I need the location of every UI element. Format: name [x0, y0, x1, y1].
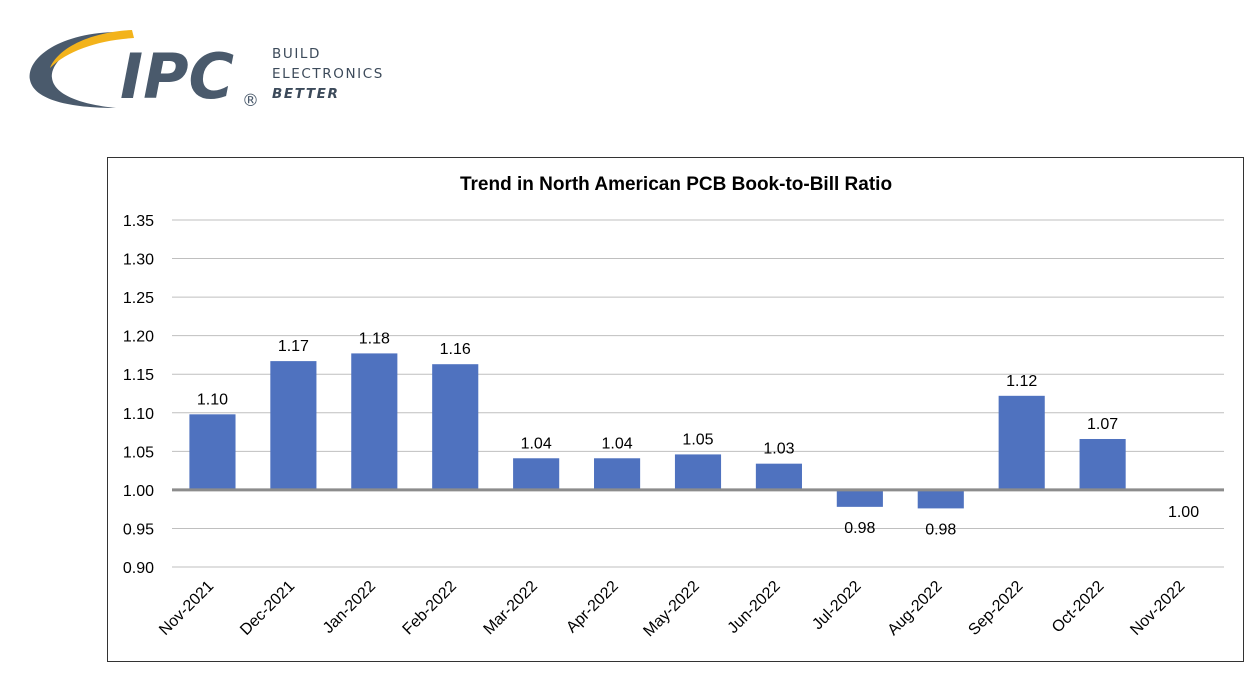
bar-dec-2021 — [270, 361, 317, 490]
data-label: 1.18 — [359, 330, 390, 347]
bar-chart: Trend in North American PCB Book-to-Bill… — [123, 174, 1224, 640]
bar-aug-2022 — [917, 489, 964, 509]
data-label: 1.00 — [1168, 504, 1199, 521]
x-tick-label: Apr-2022 — [563, 578, 622, 637]
tagline-line-1: BUILD — [272, 46, 322, 62]
bar-jan-2022 — [351, 353, 398, 490]
logo-swoosh-navy — [29, 32, 120, 108]
logo-wordmark: IPC — [120, 40, 234, 113]
data-label: 0.98 — [844, 520, 875, 537]
x-tick-label: Jan-2022 — [320, 578, 379, 637]
y-axis: 0.90 0.95 1.00 1.05 1.10 1.15 1.20 1.25 1.30 1.35 — [123, 213, 154, 577]
y-tick-label: 1.05 — [123, 444, 154, 461]
bar-sep-2022 — [998, 395, 1045, 490]
data-label: 1.12 — [1006, 373, 1037, 390]
gridlines — [172, 219, 1224, 568]
tagline-line-2: ELECTRONICS — [272, 66, 384, 82]
bar-jul-2022 — [836, 489, 883, 507]
y-tick-label: 1.15 — [123, 367, 154, 384]
data-label: 1.16 — [440, 341, 471, 358]
x-tick-label: Dec-2021 — [237, 578, 298, 639]
x-tick-label: Nov-2022 — [1127, 578, 1188, 639]
x-tick-label: Jul-2022 — [809, 578, 864, 633]
logo-swoosh-gold — [50, 30, 134, 68]
data-label: 1.17 — [278, 338, 309, 355]
x-tick-label: May-2022 — [640, 578, 702, 640]
tagline-line-3: BETTER — [272, 86, 340, 102]
logo-tagline: BUILD ELECTRONICS BETTER — [272, 44, 384, 104]
data-label: 1.05 — [682, 431, 713, 448]
chart-frame: Trend in North American PCB Book-to-Bill… — [107, 157, 1244, 662]
data-labels: 1.10 1.17 1.18 1.16 1.04 1.04 1.05 1.03 0.98 0.98… — [197, 330, 1199, 538]
x-tick-label: Oct-2022 — [1049, 578, 1108, 637]
data-label: 1.03 — [763, 441, 794, 458]
bars — [189, 353, 1126, 509]
y-tick-label: 1.00 — [123, 483, 154, 500]
y-tick-label: 1.25 — [123, 290, 154, 307]
logo-registered-mark: ® — [242, 91, 259, 111]
y-tick-label: 1.35 — [123, 213, 154, 230]
data-label: 1.10 — [197, 391, 228, 408]
bar-apr-2022 — [594, 458, 641, 490]
bar-oct-2022 — [1079, 438, 1126, 490]
bar-jun-2022 — [755, 463, 802, 490]
x-tick-label: Aug-2022 — [885, 578, 946, 639]
y-tick-label: 1.30 — [123, 252, 154, 269]
x-tick-label: Sep-2022 — [965, 578, 1026, 639]
bar-nov-2021 — [189, 414, 236, 490]
data-label: 1.04 — [602, 435, 633, 452]
y-tick-label: 1.10 — [123, 406, 154, 423]
y-tick-label: 0.90 — [123, 560, 154, 577]
x-tick-label: Jun-2022 — [725, 578, 784, 637]
data-label: 1.04 — [521, 435, 552, 452]
bar-feb-2022 — [432, 364, 479, 490]
x-tick-label: Mar-2022 — [481, 578, 542, 639]
chart-title: Trend in North American PCB Book-to-Bill… — [460, 174, 892, 195]
x-tick-label: Feb-2022 — [400, 578, 461, 639]
y-tick-label: 0.95 — [123, 521, 154, 538]
data-label: 0.98 — [925, 521, 956, 538]
ipc-logo: IPC ® — [29, 30, 259, 113]
bar-may-2022 — [674, 454, 722, 490]
data-label: 1.07 — [1087, 416, 1118, 433]
y-tick-label: 1.20 — [123, 329, 154, 346]
bar-mar-2022 — [513, 458, 560, 490]
x-tick-label: Nov-2021 — [156, 578, 217, 639]
x-axis: Nov-2021 Dec-2021 Jan-2022 Feb-2022 Mar-2022… — [156, 578, 1188, 640]
